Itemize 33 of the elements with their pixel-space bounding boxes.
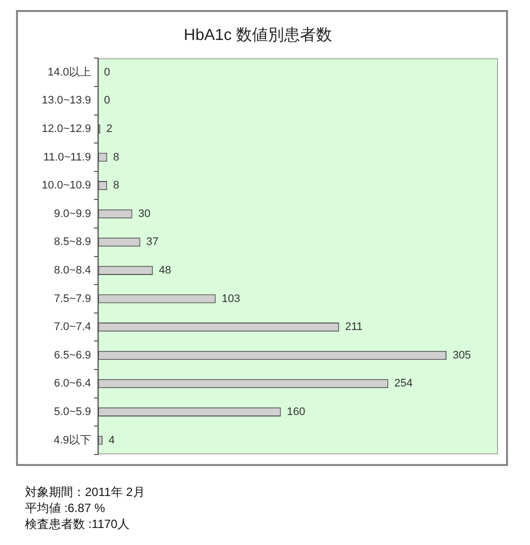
text: 平均値 :6.87 % — [25, 500, 106, 516]
y-tick-label: 9.0~9.9 — [54, 208, 91, 220]
y-tick-label: 6.5~6.9 — [54, 349, 91, 362]
data-label: 8 — [113, 180, 120, 192]
y-tick-label: 4.9以下 — [54, 433, 91, 446]
data-label: 103 — [222, 292, 240, 305]
data-label: 48 — [158, 264, 172, 276]
y-tick-label: 14.0以上 — [48, 65, 91, 78]
text: 対象期間：2011年 2月 — [25, 484, 145, 500]
y-tick-label: 12.0~12.9 — [42, 122, 91, 135]
data-label: 4 — [108, 434, 115, 446]
data-label: 160 — [286, 406, 306, 418]
data-label: 8 — [113, 151, 120, 164]
data-label: 37 — [146, 236, 159, 248]
y-tick-label: 5.0~5.9 — [54, 406, 91, 418]
data-label: 305 — [452, 349, 471, 362]
data-label: 30 — [138, 208, 151, 220]
data-label: 2 — [106, 122, 112, 135]
y-tick-label: 13.0~13.9 — [42, 94, 91, 107]
chart-frame: HbA1c 数値別患者数 14.0以上 13.0~13.9 12.0~12.9 11.0~11.9 10.0~10.9 9.0~9.9 8.5~8.9 8.0~8.4 7.5~7.9 7.0~7.4 6.5~6.9 6.0~6.4 5.0~5.9 4.9以下 0 0 2 8 8 30 37 48 103 211 305 254 160 4 — [16, 10, 508, 466]
y-tick-label: 8.5~8.9 — [54, 236, 91, 248]
data-label: 254 — [394, 378, 413, 390]
chart-title: HbA1c 数値別患者数 — [184, 26, 332, 44]
data-label: 0 — [104, 94, 110, 107]
y-tick-label: 8.0~8.4 — [54, 264, 91, 276]
y-tick-label: 11.0~11.9 — [43, 151, 91, 164]
text: 検査患者数 :1170人 — [25, 516, 130, 532]
y-tick-label: 6.0~6.4 — [54, 378, 91, 390]
y-tick-label: 10.0~10.9 — [42, 180, 91, 192]
y-tick-label: 7.5~7.9 — [54, 292, 91, 305]
data-label: 211 — [345, 321, 363, 334]
y-tick-label: 7.0~7.4 — [54, 321, 91, 334]
data-label: 0 — [104, 66, 110, 78]
